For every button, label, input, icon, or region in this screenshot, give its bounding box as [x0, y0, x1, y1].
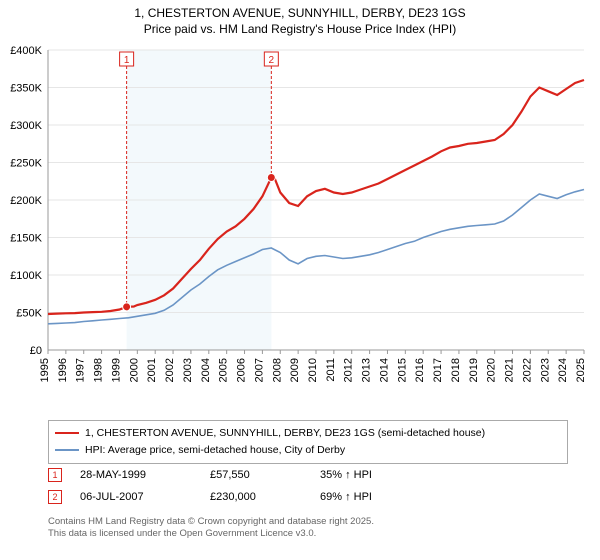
x-tick-label: 2021	[504, 358, 516, 382]
x-tick-label: 2005	[218, 358, 230, 382]
sale-marker-number: 1	[124, 55, 130, 66]
x-tick-label: 2004	[200, 358, 212, 382]
x-tick-label: 2012	[343, 358, 355, 382]
event-date: 06-JUL-2007	[80, 491, 210, 503]
legend-swatch	[55, 449, 79, 451]
x-tick-label: 2009	[289, 358, 301, 382]
x-tick-label: 2015	[396, 358, 408, 382]
legend: 1, CHESTERTON AVENUE, SUNNYHILL, DERBY, …	[48, 420, 568, 464]
y-tick-label: £350K	[10, 83, 42, 95]
y-tick-label: £400K	[10, 45, 42, 57]
x-tick-label: 1999	[110, 358, 122, 382]
x-tick-label: 2003	[182, 358, 194, 382]
x-tick-label: 2007	[253, 358, 265, 382]
footer-line-1: Contains HM Land Registry data © Crown c…	[48, 516, 374, 528]
event-marker: 1	[48, 468, 62, 482]
x-tick-label: 2013	[361, 358, 373, 382]
legend-label: 1, CHESTERTON AVENUE, SUNNYHILL, DERBY, …	[85, 425, 485, 442]
footer-line-2: This data is licensed under the Open Gov…	[48, 528, 374, 540]
y-tick-label: £150K	[10, 233, 42, 245]
y-tick-label: £250K	[10, 158, 42, 170]
x-tick-label: 2025	[575, 358, 587, 382]
x-tick-label: 2016	[414, 358, 426, 382]
x-tick-label: 1995	[39, 358, 51, 382]
x-tick-label: 2006	[236, 358, 248, 382]
x-tick-label: 1996	[57, 358, 69, 382]
y-tick-label: £200K	[10, 195, 42, 207]
x-tick-label: 1997	[75, 358, 87, 382]
x-tick-label: 2022	[521, 358, 533, 382]
x-tick-label: 2024	[557, 358, 569, 382]
event-row: 1 28-MAY-1999£57,55035% ↑ HPI	[48, 464, 372, 486]
attribution-footer: Contains HM Land Registry data © Crown c…	[48, 516, 374, 541]
sale-events: 1 28-MAY-1999£57,55035% ↑ HPI 2 06-JUL-2007…	[48, 464, 372, 508]
x-tick-label: 2000	[128, 358, 140, 382]
x-tick-label: 2017	[432, 358, 444, 382]
event-marker: 2	[48, 490, 62, 504]
y-tick-label: £0	[30, 345, 42, 357]
y-tick-label: £300K	[10, 120, 42, 132]
legend-label: HPI: Average price, semi-detached house,…	[85, 442, 345, 459]
x-tick-label: 2019	[468, 358, 480, 382]
sale-marker-dot	[267, 174, 275, 182]
x-tick-label: 2008	[271, 358, 283, 382]
chart-title: 1, CHESTERTON AVENUE, SUNNYHILL, DERBY, …	[0, 0, 600, 39]
title-line-2: Price paid vs. HM Land Registry's House …	[10, 22, 590, 38]
sale-marker-dot	[123, 303, 131, 311]
x-tick-label: 2014	[378, 358, 390, 382]
title-line-1: 1, CHESTERTON AVENUE, SUNNYHILL, DERBY, …	[10, 6, 590, 22]
x-tick-label: 2011	[325, 358, 337, 382]
chart-svg: £0 £50K £100K £150K £200K £250K £300K £350K £400…	[0, 42, 600, 392]
sale-marker-number: 2	[269, 55, 275, 66]
event-price: £57,550	[210, 469, 320, 481]
event-price: £230,000	[210, 491, 320, 503]
legend-row: HPI: Average price, semi-detached house,…	[55, 442, 561, 459]
event-delta: 69% ↑ HPI	[320, 491, 372, 503]
legend-swatch	[55, 432, 79, 434]
y-tick-label: £100K	[10, 270, 42, 282]
event-row: 2 06-JUL-2007£230,00069% ↑ HPI	[48, 486, 372, 508]
x-tick-label: 1998	[93, 358, 105, 382]
x-tick-label: 2001	[146, 358, 158, 382]
event-delta: 35% ↑ HPI	[320, 469, 372, 481]
x-tick-label: 2018	[450, 358, 462, 382]
chart-plot-area: £0 £50K £100K £150K £200K £250K £300K £350K £400…	[0, 42, 600, 392]
y-tick-label: £50K	[16, 308, 42, 320]
x-tick-label: 2010	[307, 358, 319, 382]
x-tick-label: 2023	[539, 358, 551, 382]
x-tick-label: 2002	[164, 358, 176, 382]
legend-row: 1, CHESTERTON AVENUE, SUNNYHILL, DERBY, …	[55, 425, 561, 442]
x-tick-label: 2020	[486, 358, 498, 382]
event-date: 28-MAY-1999	[80, 469, 210, 481]
